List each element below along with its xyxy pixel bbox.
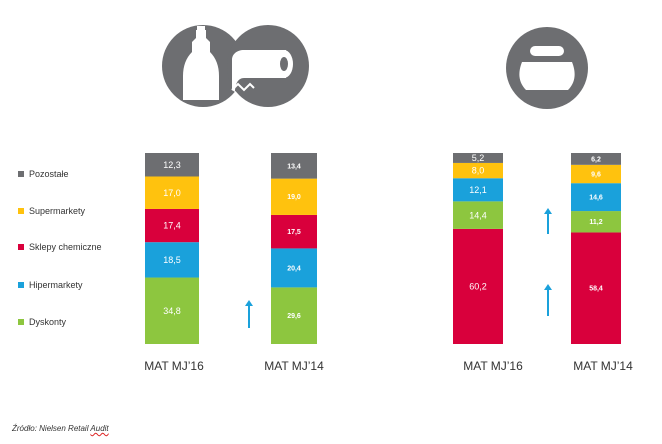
dish-soap-bottle-icon: [162, 25, 244, 107]
paper-towel-roll-icon: [227, 25, 309, 107]
data-label: 12,3: [163, 160, 181, 170]
legend-swatch: [18, 319, 24, 325]
up-arrow-icon: [544, 284, 552, 316]
data-label: 17,0: [163, 188, 181, 198]
up-arrow-icon: [245, 300, 253, 328]
chart-panel-household-products: 34,8 18,5 17,4 17,0 12,3 29,6 20,4 17,5 19,0 13,4…: [144, 153, 324, 373]
data-label: 20,4: [287, 265, 301, 272]
source-prefix: Źródło: [12, 424, 35, 433]
legend-label: Dyskonty: [29, 317, 67, 327]
legend-label: Hipermarkety: [29, 280, 83, 290]
bar-segment-supermarkety: [453, 162, 503, 179]
legend-item: Dyskonty: [18, 317, 67, 327]
bar-segment-dyskonty: [145, 277, 199, 344]
source-text: : Nielsen Retail: [34, 424, 91, 433]
legend-swatch: [18, 208, 24, 214]
legend-swatch: [18, 244, 24, 250]
bar-segment-sklepy-chemiczne: [571, 232, 621, 344]
bar-segment-sklepy-chemiczne: [145, 208, 199, 243]
legend: Pozostałe Supermarkety Sklepy chemiczne Hip…: [18, 169, 102, 327]
bar-segment-pozostałe: [271, 153, 317, 179]
data-label: 11,2: [589, 219, 602, 226]
category-label: MAT MJ’14: [264, 359, 324, 373]
legend-item: Pozostałe: [18, 169, 69, 179]
bar-segment-supermarkety: [571, 164, 621, 184]
data-label: 14,4: [469, 210, 487, 220]
category-label: MAT MJ’16: [144, 359, 204, 373]
data-label: 17,5: [287, 229, 301, 236]
data-label: 34,8: [163, 306, 181, 316]
data-label: 17,4: [163, 221, 181, 231]
legend-item: Supermarkety: [18, 206, 86, 216]
legend-label: Sklepy chemiczne: [29, 242, 102, 252]
bar-segment-sklepy-chemiczne: [271, 214, 317, 249]
legend-item: Sklepy chemiczne: [18, 242, 102, 252]
data-label: 6,2: [591, 156, 601, 163]
data-label: 8,0: [472, 166, 485, 176]
legend-swatch: [18, 282, 24, 288]
cream-jar-icon: [506, 27, 588, 109]
data-label: 58,4: [589, 286, 603, 293]
category-label: MAT MJ’14: [573, 359, 633, 373]
data-label: 14,6: [589, 195, 603, 202]
data-label: 5,2: [472, 153, 485, 163]
data-label: 18,5: [163, 255, 181, 265]
data-label: 13,4: [287, 163, 301, 170]
bar-segment-dyskonty: [453, 201, 503, 229]
bar-segment-dyskonty: [271, 287, 317, 344]
up-arrow-icon: [544, 208, 552, 234]
data-label: 29,6: [287, 313, 301, 320]
bar-segment-pozostałe: [145, 153, 199, 177]
bar-segment-hipermarkety: [571, 183, 621, 212]
legend-label: Supermarkety: [29, 206, 86, 216]
source-underlined-word: Audit: [90, 424, 109, 433]
legend-label: Pozostałe: [29, 169, 69, 179]
bar-segment-hipermarkety: [453, 178, 503, 202]
bar-segment-hipermarkety: [145, 242, 199, 278]
data-label: 12,1: [469, 185, 487, 195]
category-label: MAT MJ’16: [463, 359, 523, 373]
category-icons: [162, 25, 588, 109]
bar-segment-sklepy-chemiczne: [453, 228, 503, 344]
data-label: 9,6: [591, 171, 601, 178]
chart-panel-cosmetics: 60,2 14,4 12,1 8,0 5,2 58,4 11,2 14,6 9,6 6,2 MAT …: [453, 153, 633, 373]
data-label: 60,2: [469, 282, 487, 292]
bar-segment-supermarkety: [145, 176, 199, 209]
legend-item: Hipermarkety: [18, 280, 83, 290]
data-label: 19,0: [287, 194, 301, 201]
bar-segment-hipermarkety: [271, 248, 317, 288]
bar-segment-supermarkety: [271, 178, 317, 215]
bar-segment-pozostałe: [571, 153, 621, 165]
bar-segment-dyskonty: [571, 211, 621, 233]
bar-segment-pozostałe: [453, 153, 503, 163]
legend-swatch: [18, 171, 24, 177]
source-note: Źródło: Nielsen Retail Audit: [12, 424, 109, 433]
